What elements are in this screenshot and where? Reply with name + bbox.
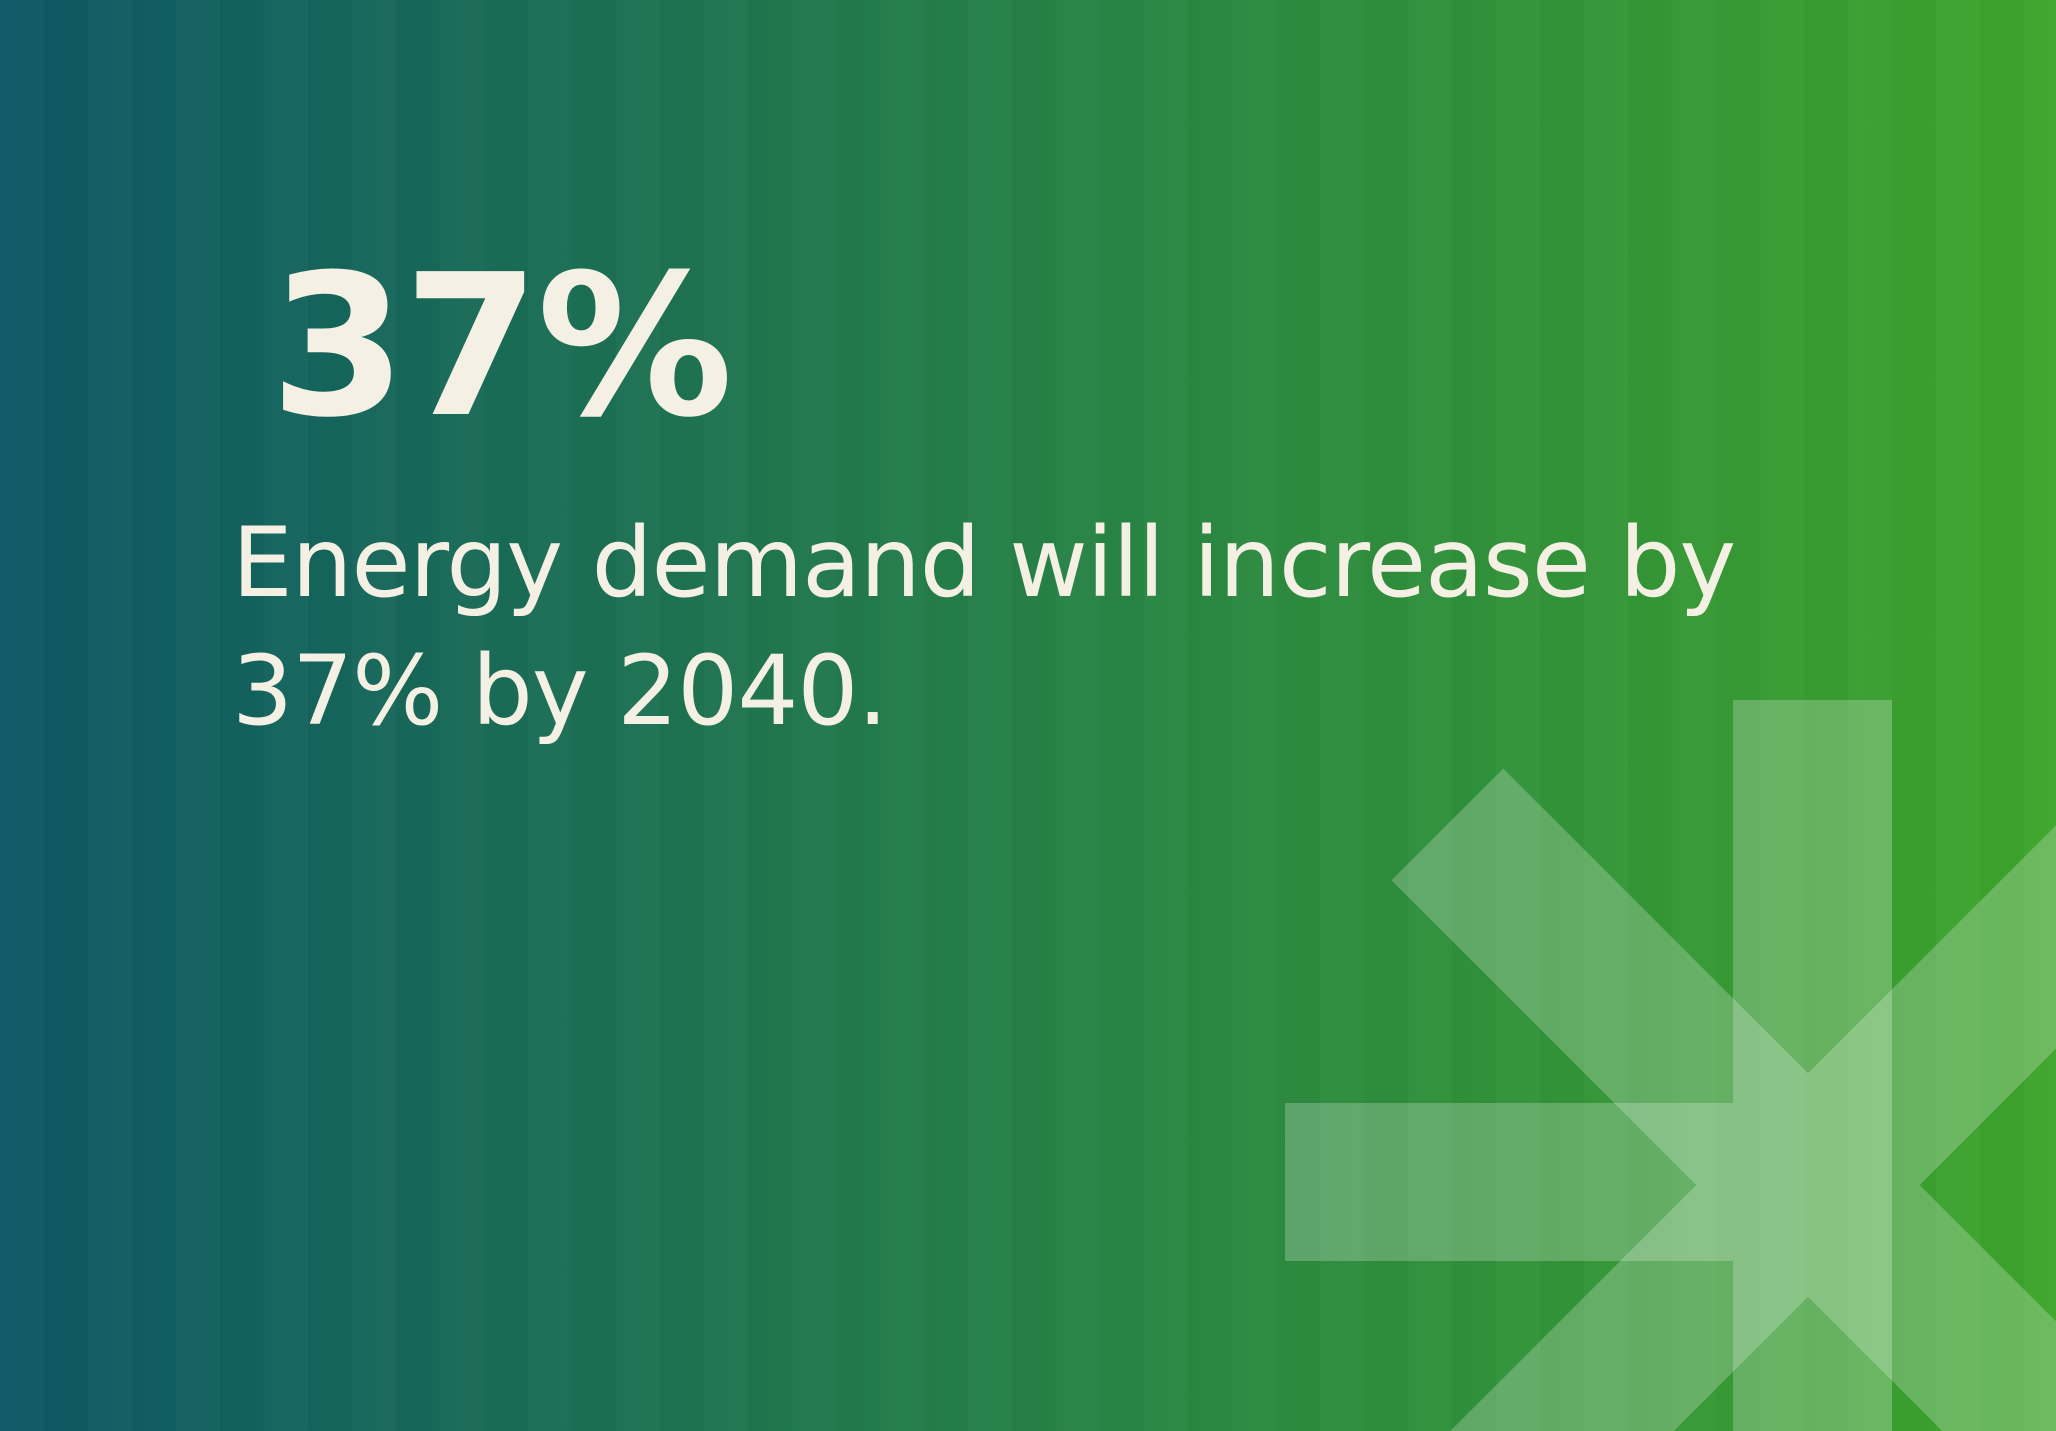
stat-description: Energy demand will increase by 37% by 20… (232, 499, 1736, 755)
stat-description-line-2: 37% by 2040. (232, 635, 888, 747)
stat-headline: 37% (270, 233, 733, 461)
stat-description-line-1: Energy demand will increase by (232, 507, 1736, 619)
